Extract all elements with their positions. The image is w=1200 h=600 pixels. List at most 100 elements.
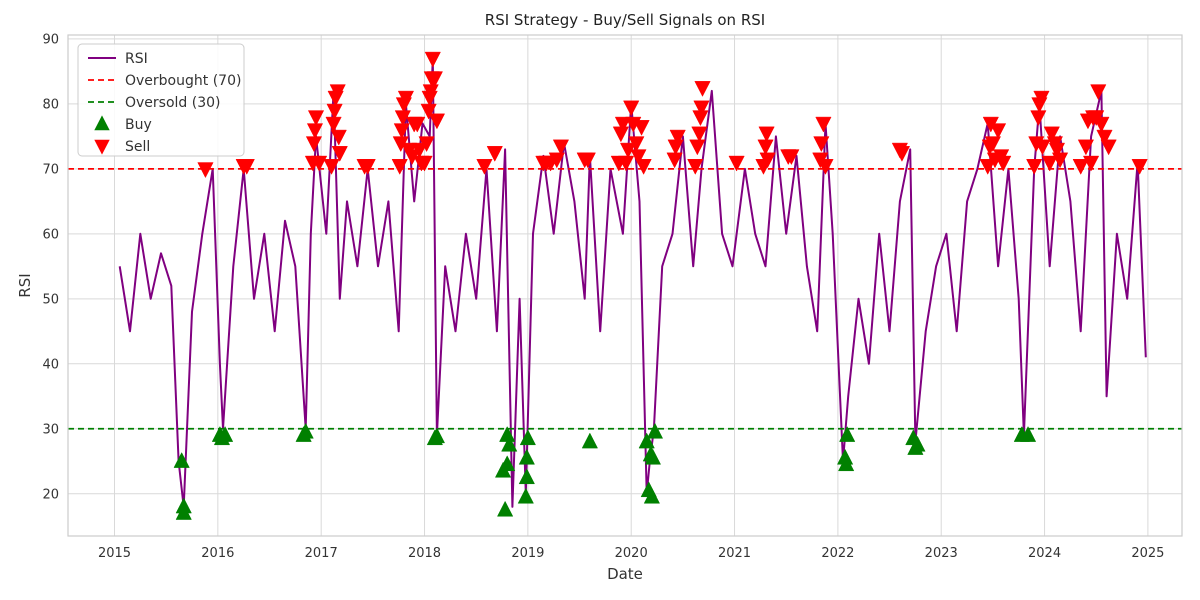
sell-marker	[815, 116, 832, 133]
sell-marker	[579, 152, 596, 169]
sell-marker	[1077, 139, 1095, 156]
sell-marker	[330, 129, 347, 146]
sell-marker	[397, 90, 415, 107]
y-axis-title: RSI	[16, 273, 34, 297]
sell-marker	[669, 129, 686, 146]
sell-marker	[323, 159, 340, 175]
sell-marker	[238, 159, 255, 175]
buy-marker	[517, 487, 534, 504]
sell-marker	[693, 100, 710, 117]
sell-marker	[329, 84, 346, 101]
sell-marker	[1041, 155, 1058, 172]
y-tick-label: 80	[42, 97, 59, 112]
sell-marker	[759, 152, 776, 169]
ticks: 2015 2016 2017 2018 2019 2020 2021 2022 2023 2024…	[42, 32, 1164, 561]
buy-marker	[519, 429, 536, 446]
sell-marker	[623, 100, 640, 117]
sell-marker	[1093, 116, 1110, 133]
x-tick-label: 2018	[408, 546, 441, 561]
sell-marker	[311, 155, 328, 172]
sell-marker	[331, 146, 348, 162]
buy-marker	[216, 426, 234, 442]
buy-marker	[173, 452, 190, 468]
sell-marker	[984, 136, 1001, 153]
buy-marker	[644, 448, 662, 465]
buy-marker	[839, 426, 856, 442]
sell-marker	[1051, 152, 1069, 169]
buy-marker	[643, 487, 660, 504]
sell-marker	[486, 146, 503, 162]
buy-marker	[428, 427, 446, 444]
y-tick-label: 40	[42, 357, 59, 372]
x-tick-label: 2025	[1131, 546, 1164, 561]
sell-marker	[989, 123, 1007, 140]
sell-marker	[728, 155, 745, 172]
x-tick-label: 2017	[305, 546, 338, 561]
buy-marker	[838, 455, 855, 472]
sell-marker	[418, 136, 435, 153]
y-tick-label: 90	[42, 32, 59, 47]
sell-marker	[426, 71, 443, 88]
sell-marker	[783, 149, 800, 166]
y-tick-label: 70	[42, 162, 59, 177]
buy-marker	[518, 468, 535, 485]
sell-marker	[813, 136, 830, 153]
sell-marker	[893, 146, 911, 162]
sell-marker	[391, 159, 408, 175]
x-axis-title: Date	[607, 565, 643, 583]
sell-marker	[995, 155, 1012, 172]
sell-marker	[197, 162, 214, 179]
sell-marker	[359, 159, 376, 175]
sell-marker	[628, 136, 645, 153]
sell-marker	[428, 113, 446, 130]
x-tick-label: 2015	[98, 546, 131, 561]
sell-marker	[691, 126, 708, 143]
y-tick-label: 20	[42, 487, 59, 502]
legend-label: Buy	[125, 117, 152, 133]
y-tick-label: 50	[42, 292, 59, 307]
sell-marker	[979, 159, 996, 175]
sell-marker	[1026, 159, 1043, 175]
legend-box	[77, 43, 245, 157]
sell-marker	[409, 116, 426, 133]
sell-marker	[635, 159, 652, 175]
y-tick-label: 60	[42, 227, 59, 242]
sell-marker	[424, 51, 441, 68]
buy-marker	[175, 504, 192, 520]
sell-marker	[1033, 90, 1050, 107]
sell-marker	[1048, 142, 1066, 159]
legend-label: Sell	[125, 139, 150, 155]
legend-label: Oversold (30)	[125, 95, 221, 111]
buy-marker	[1019, 426, 1037, 442]
sell-marker	[1043, 126, 1060, 143]
sell-marker	[1131, 159, 1148, 175]
buy-marker	[909, 435, 926, 452]
sell-marker	[1072, 159, 1089, 175]
sell-marker	[548, 152, 565, 169]
sell-marker	[552, 139, 570, 156]
buy-marker	[501, 435, 518, 452]
buy-marker	[581, 432, 598, 449]
sell-marker	[1034, 139, 1051, 156]
buy-marker	[497, 500, 514, 517]
legend-label: Overbought (70)	[125, 73, 241, 89]
sell-marker	[689, 139, 706, 156]
sell-marker	[411, 142, 428, 159]
sell-marker	[614, 116, 632, 133]
plot-area	[68, 51, 1182, 520]
legend-label: RSI	[125, 51, 148, 67]
buy-marker	[499, 455, 516, 472]
sell-marker	[307, 110, 325, 127]
x-tick-label: 2019	[511, 546, 544, 561]
x-tick-label: 2016	[201, 546, 234, 561]
sell-marker	[1082, 155, 1100, 172]
sell-marker	[694, 81, 711, 97]
sell-marker	[633, 120, 650, 136]
sell-marker	[1090, 84, 1107, 101]
x-tick-label: 2023	[925, 546, 958, 561]
buy-marker	[297, 422, 314, 439]
sell-marker	[687, 159, 704, 175]
y-tick-label: 30	[42, 422, 59, 437]
buy-marker	[646, 422, 664, 439]
